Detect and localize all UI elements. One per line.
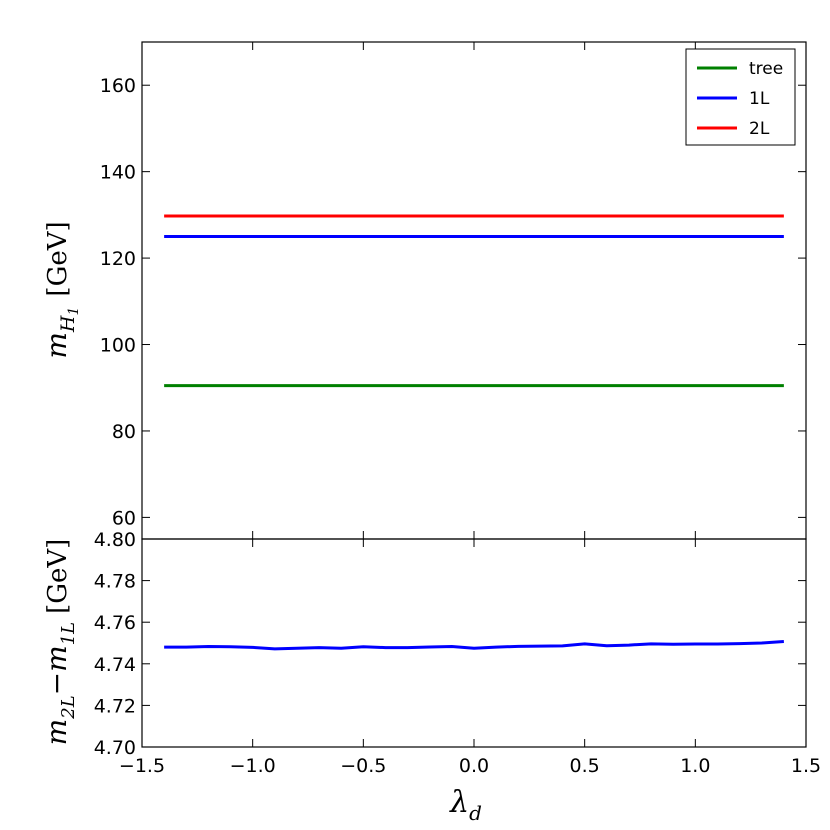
top-panel: 60 80 100 120 140 160 xyxy=(100,41,807,540)
bottom-y-tick-label: 4.78 xyxy=(94,571,136,593)
bottom-series-line-0 xyxy=(164,640,784,651)
x-tick-label: −1.0 xyxy=(230,755,276,777)
bottom-ylabel-minus: − xyxy=(40,672,73,695)
top-ylabel-sub: H xyxy=(57,315,79,333)
top-y-tick-label: 100 xyxy=(100,335,136,357)
legend: tree 1L 2L xyxy=(685,48,796,146)
xlabel-main: λ xyxy=(449,785,469,820)
bottom-y-tick-label: 4.76 xyxy=(94,612,136,634)
top-ylabel-subsub: 1 xyxy=(66,307,82,316)
svg-text:m2L−m1L[GeV]: m2L−m1L[GeV] xyxy=(40,539,79,746)
top-ylabel-main: m xyxy=(40,332,73,359)
top-ylabel-unit: [GeV] xyxy=(43,221,73,296)
bottom-ylabel-m1: m xyxy=(40,719,73,746)
top-y-tick-label: 160 xyxy=(100,75,136,97)
legend-label-2L: 2L xyxy=(749,119,770,139)
x-tick-label: 0.0 xyxy=(459,755,489,777)
top-y-tick-label: 140 xyxy=(100,162,136,184)
legend-label-1L: 1L xyxy=(749,89,770,109)
top-y-tick-label: 120 xyxy=(100,248,136,270)
legend-label-tree: tree xyxy=(749,59,783,79)
bottom-y-tick-label: 4.70 xyxy=(94,737,136,759)
bottom-ylabel-unit: [GeV] xyxy=(43,539,73,614)
bottom-panel: 4.70 4.72 4.74 4.76 4.78 4.80 −1.5 −1.0 −0.5 0.0 0… xyxy=(94,529,821,777)
x-tick-label: −0.5 xyxy=(340,755,386,777)
bottom-ylabel-sub2: 1L xyxy=(58,622,79,645)
bottom-ylabel-sub1: 2L xyxy=(58,695,79,719)
svg-text:mH1[GeV]: mH1 [GeV] xyxy=(40,221,82,358)
x-tick-label: 1.0 xyxy=(680,755,710,777)
x-axis-label: λd xyxy=(449,785,482,825)
xlabel-sub: d xyxy=(469,801,482,825)
top-y-tick-label: 60 xyxy=(112,507,136,529)
x-tick-label: 0.5 xyxy=(570,755,600,777)
x-tick-label: −1.5 xyxy=(119,755,165,777)
bottom-y-tick-label: 4.74 xyxy=(94,654,136,676)
x-tick-label: 1.5 xyxy=(791,755,821,777)
bottom-y-axis-label: m2L−m1L[GeV] xyxy=(40,539,79,746)
top-y-tick-label: 80 xyxy=(112,421,136,443)
bottom-ylabel-m2: m xyxy=(40,645,73,672)
bottom-y-tick-label: 4.80 xyxy=(94,529,136,551)
top-y-axis-label: mH1 [GeV] xyxy=(40,221,82,358)
bottom-y-tick-label: 4.72 xyxy=(94,695,136,717)
